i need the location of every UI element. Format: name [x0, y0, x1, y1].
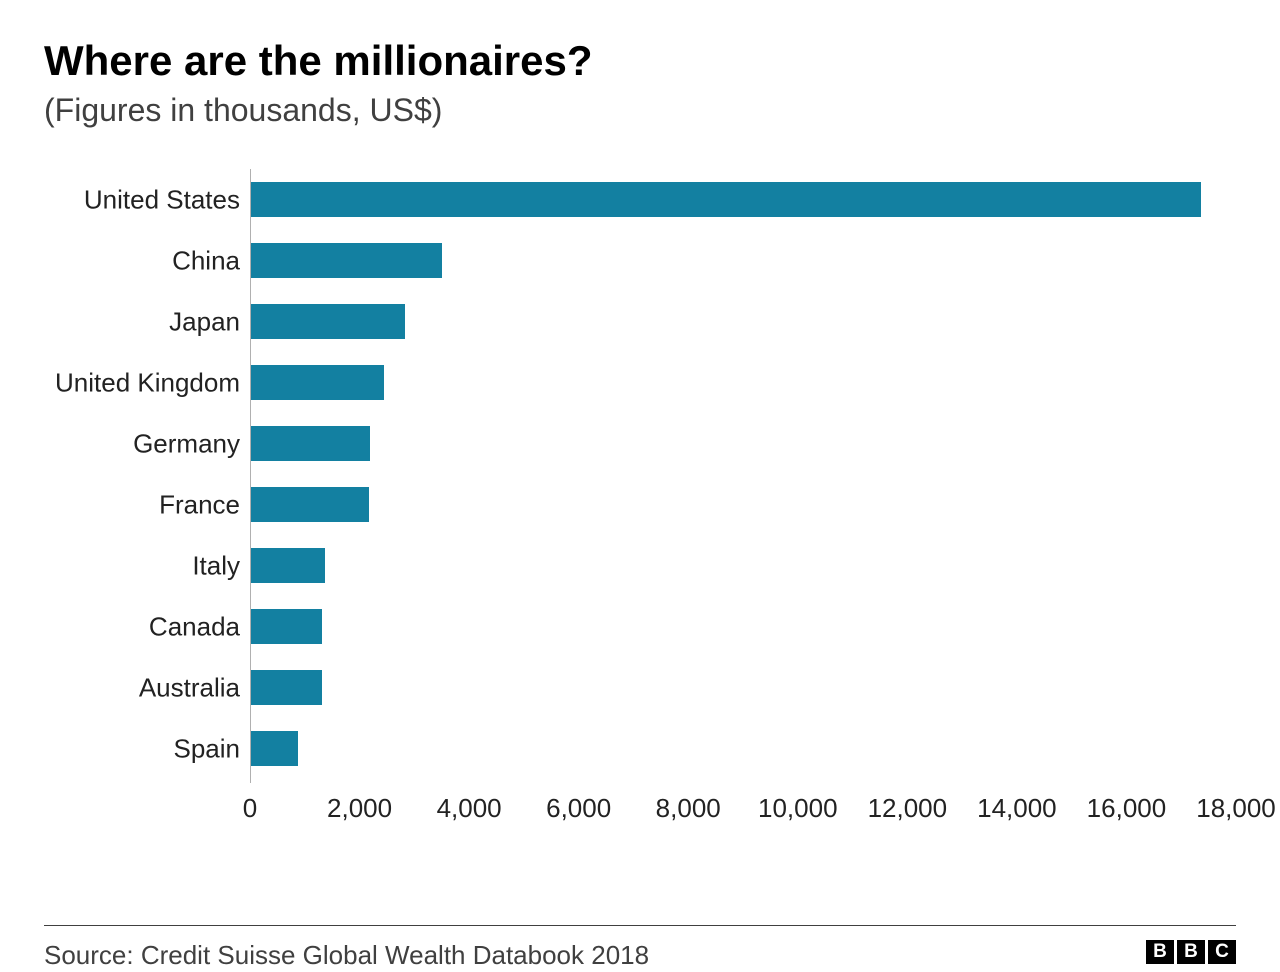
bar-row — [250, 230, 1236, 291]
x-axis-tick-label: 0 — [243, 793, 257, 824]
bar — [251, 670, 322, 705]
bar-row — [250, 352, 1236, 413]
bar — [251, 609, 322, 644]
y-axis-label: United Kingdom — [40, 367, 240, 398]
bar-row — [250, 474, 1236, 535]
bbc-logo-letter: B — [1146, 940, 1174, 964]
x-axis-tick-label: 18,000 — [1196, 793, 1276, 824]
source-text: Source: Credit Suisse Global Wealth Data… — [44, 940, 649, 971]
bar-row — [250, 169, 1236, 230]
bar-row — [250, 291, 1236, 352]
bar — [251, 365, 384, 400]
chart-area: 0 2,000 4,000 6,000 8,000 10,000 12,000 14,000 1… — [44, 169, 1236, 839]
y-axis-label: France — [40, 489, 240, 520]
bar-row — [250, 413, 1236, 474]
bbc-logo-letter: B — [1177, 940, 1205, 964]
footer: Source: Credit Suisse Global Wealth Data… — [44, 940, 1236, 971]
x-axis-tick-label: 2,000 — [327, 793, 392, 824]
footer-rule — [44, 925, 1236, 926]
y-axis-label: Italy — [40, 550, 240, 581]
x-axis-tick-label: 12,000 — [868, 793, 948, 824]
x-axis-tick-label: 6,000 — [546, 793, 611, 824]
x-axis-tick-label: 8,000 — [656, 793, 721, 824]
bar-row — [250, 718, 1236, 779]
chart-subtitle: (Figures in thousands, US$) — [44, 92, 1236, 129]
bar — [251, 426, 370, 461]
x-axis-tick-label: 10,000 — [758, 793, 838, 824]
bbc-logo: B B C — [1146, 940, 1236, 964]
x-axis-tick-label: 4,000 — [437, 793, 502, 824]
bar-row — [250, 596, 1236, 657]
y-axis-label: Canada — [40, 611, 240, 642]
bar — [251, 487, 369, 522]
plot-region — [250, 169, 1236, 783]
bar-row — [250, 535, 1236, 596]
y-axis-label: United States — [40, 184, 240, 215]
bar-row — [250, 657, 1236, 718]
y-axis-label: Australia — [40, 672, 240, 703]
bbc-logo-letter: C — [1208, 940, 1236, 964]
x-axis-tick-label: 14,000 — [977, 793, 1057, 824]
y-axis-label: Spain — [40, 733, 240, 764]
bar — [251, 304, 405, 339]
y-axis-label: Japan — [40, 306, 240, 337]
x-axis-tick-label: 16,000 — [1087, 793, 1167, 824]
x-axis-ticks: 02,0004,0006,0008,00010,00012,00014,0001… — [250, 793, 1236, 833]
bar — [251, 548, 325, 583]
bar — [251, 731, 298, 766]
chart-title: Where are the millionaires? — [44, 38, 1236, 84]
bar — [251, 182, 1201, 217]
y-axis-label: Germany — [40, 428, 240, 459]
y-axis-label: China — [40, 245, 240, 276]
bar — [251, 243, 442, 278]
